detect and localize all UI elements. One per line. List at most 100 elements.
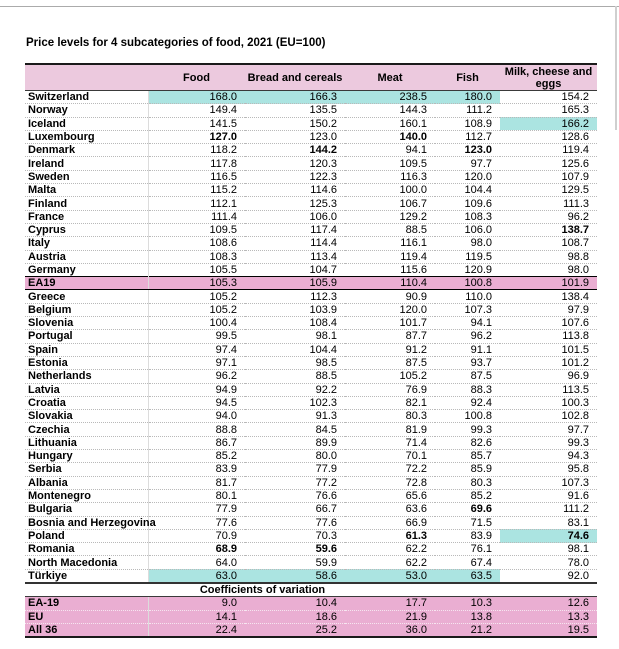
- value-cell: 96.2: [500, 210, 597, 224]
- value-cell: 92.0: [500, 569, 597, 584]
- coefficient-row: EA-19 9.0 10.4 17.7 10.3 12.6: [25, 596, 597, 611]
- country-row: Italy 108.6 114.4 116.1 98.0 108.7: [25, 236, 597, 251]
- value-cell: 108.7: [500, 236, 597, 251]
- row-label: Croatia: [25, 396, 148, 411]
- header-fish: Fish: [435, 63, 500, 91]
- value-cell: 88.5: [345, 223, 435, 238]
- value-cell: 85.2: [147, 449, 245, 464]
- value-cell: 107.3: [435, 303, 500, 318]
- value-cell: 91.3: [245, 409, 345, 424]
- value-cell: 19.5: [500, 623, 597, 639]
- country-row: Poland 70.9 70.3 61.3 83.9 74.6: [25, 529, 597, 544]
- value-cell: 36.0: [345, 623, 435, 639]
- row-label: Albania: [25, 476, 148, 490]
- value-cell: 108.3: [435, 210, 500, 224]
- header-food: Food: [148, 63, 245, 91]
- value-cell: 99.3: [435, 422, 500, 437]
- row-label: EA19: [25, 276, 148, 291]
- value-cell: 115.6: [345, 263, 435, 278]
- country-row: Czechia 88.8 84.5 81.9 99.3 97.7: [25, 422, 597, 437]
- value-cell: 97.7: [435, 156, 500, 171]
- value-cell: 98.0: [500, 263, 597, 278]
- row-label: Montenegro: [25, 489, 148, 504]
- value-cell: 104.4: [245, 343, 345, 357]
- value-cell: 21.2: [435, 623, 500, 639]
- value-cell: 84.5: [245, 422, 345, 437]
- header-meat: Meat: [345, 63, 435, 91]
- value-cell: 88.3: [435, 383, 500, 397]
- value-cell: 18.6: [245, 610, 345, 624]
- value-cell: 116.5: [147, 170, 245, 185]
- country-row: Switzerland 168.0 166.3 238.5 180.0 154.2: [25, 90, 597, 105]
- value-cell: 107.3: [500, 476, 597, 490]
- value-cell: 102.8: [500, 409, 597, 424]
- value-cell: 100.8: [435, 409, 500, 424]
- value-cell: 106.0: [435, 223, 500, 238]
- value-cell: 135.5: [245, 103, 345, 118]
- row-label: Malta: [25, 183, 148, 198]
- row-label: Bulgaria: [25, 502, 148, 517]
- country-row: Luxembourg 127.0 123.0 140.0 112.7 128.6: [25, 130, 597, 145]
- value-cell: 119.4: [345, 250, 435, 264]
- value-cell: 66.7: [245, 502, 345, 517]
- value-cell: 89.9: [245, 436, 345, 451]
- value-cell: 109.5: [345, 156, 435, 171]
- value-cell: 97.7: [500, 422, 597, 437]
- value-cell: 96.2: [147, 369, 245, 384]
- country-row: Türkiye 63.0 58.6 53.0 63.5 92.0: [25, 569, 597, 584]
- value-cell: 96.9: [500, 369, 597, 384]
- row-label: North Macedonia: [25, 555, 148, 570]
- value-cell: 101.7: [345, 316, 435, 331]
- value-cell: 168.0: [147, 90, 245, 105]
- value-cell: 120.0: [345, 303, 435, 318]
- value-cell: 97.9: [500, 303, 597, 318]
- value-cell: 97.1: [147, 356, 245, 371]
- row-label: EA-19: [25, 596, 148, 611]
- country-row: Bosnia and Herzegovina 77.6 77.6 66.9 71.5 83…: [25, 516, 597, 530]
- value-cell: 111.2: [435, 103, 500, 118]
- value-cell: 166.3: [245, 90, 345, 105]
- value-cell: 129.2: [345, 210, 435, 224]
- coefficients-section-title: Coefficients of variation: [25, 582, 500, 598]
- value-cell: 100.8: [435, 276, 500, 291]
- value-cell: 106.7: [345, 196, 435, 211]
- value-cell: 94.0: [147, 409, 245, 424]
- value-cell: 87.5: [435, 369, 500, 384]
- row-label: Slovakia: [25, 409, 148, 424]
- right-divider-line: [615, 6, 617, 130]
- value-cell: 70.9: [147, 529, 245, 544]
- value-cell: 62.2: [345, 542, 435, 557]
- value-cell: 120.9: [435, 263, 500, 278]
- value-cell: 77.6: [147, 516, 245, 530]
- value-cell: 108.9: [435, 117, 500, 131]
- value-cell: 149.4: [147, 103, 245, 118]
- value-cell: 101.9: [500, 276, 597, 291]
- value-cell: 95.8: [500, 462, 597, 477]
- value-cell: 82.1: [345, 396, 435, 411]
- value-cell: 94.1: [345, 143, 435, 158]
- value-cell: 82.6: [435, 436, 500, 451]
- value-cell: 71.5: [435, 516, 500, 530]
- value-cell: 71.4: [345, 436, 435, 451]
- value-cell: 80.0: [245, 449, 345, 464]
- header-bread-and-cereals: Bread and cereals: [245, 63, 345, 91]
- row-label: Norway: [25, 103, 148, 118]
- value-cell: 112.3: [245, 289, 345, 304]
- value-cell: 91.2: [345, 343, 435, 357]
- value-cell: 119.4: [500, 143, 597, 158]
- value-cell: 94.3: [500, 449, 597, 464]
- row-label: Romania: [25, 542, 148, 557]
- value-cell: 150.2: [245, 117, 345, 131]
- row-label: Denmark: [25, 143, 148, 158]
- value-cell: 85.7: [435, 449, 500, 464]
- top-divider-line: [0, 6, 619, 7]
- country-row: Cyprus 109.5 117.4 88.5 106.0 138.7: [25, 223, 597, 238]
- value-cell: 76.1: [435, 542, 500, 557]
- row-label: Spain: [25, 343, 148, 357]
- value-cell: 123.0: [245, 130, 345, 145]
- value-cell: 127.0: [147, 130, 245, 145]
- value-cell: 13.3: [500, 610, 597, 624]
- value-cell: 77.6: [245, 516, 345, 530]
- value-cell: 138.7: [500, 223, 597, 238]
